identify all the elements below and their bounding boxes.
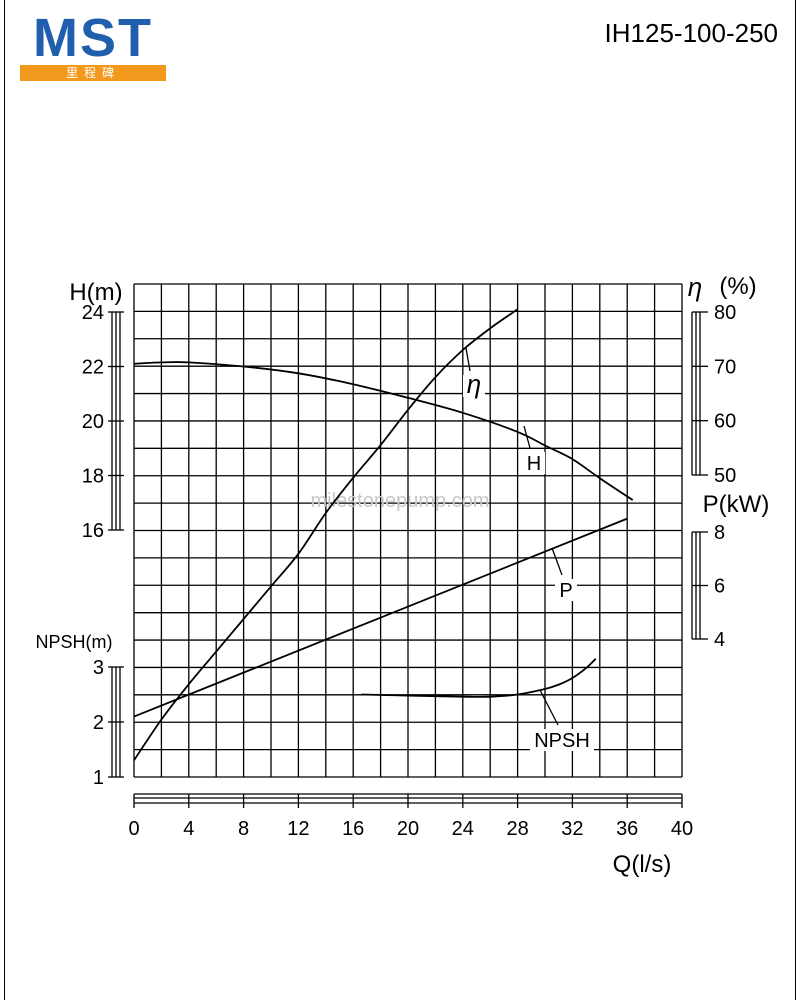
p-axis-title: P(kW) (703, 491, 770, 518)
curve-eta (133, 308, 519, 761)
eta-tick-label: 50 (714, 465, 736, 487)
p-curve-label: P (559, 580, 572, 602)
x-tick-label: 32 (561, 818, 583, 840)
curve-leader-line (551, 547, 563, 576)
pump-model-title: IH125-100-250 (604, 18, 778, 48)
p-tick-label: 8 (714, 522, 725, 544)
x-tick-label: 28 (506, 818, 528, 840)
p-tick-label: 6 (714, 576, 725, 598)
h-curve-label: H (527, 453, 541, 475)
x-tick-label: 20 (397, 818, 419, 840)
npsh-tick-label: 2 (93, 712, 104, 734)
npsh-curve-label: NPSH (534, 730, 590, 752)
h-tick-label: 20 (82, 411, 104, 433)
curve-p (133, 517, 628, 718)
curve-leader-line (465, 347, 471, 372)
x-axis-title: Q(l/s) (613, 851, 672, 878)
curve-label-bg (555, 579, 577, 601)
h-tick-label: 18 (82, 466, 104, 488)
curve-label-bg (463, 375, 485, 397)
eta-curve-label: η (467, 369, 481, 399)
x-tick-label: 12 (287, 818, 309, 840)
npsh-tick-label: 1 (93, 767, 104, 789)
eta-axis (691, 312, 701, 475)
grid-lines (133, 283, 683, 778)
x-tick-label: 40 (671, 818, 693, 840)
x-tick-label: 24 (452, 818, 474, 840)
watermark: milestonepump.com (311, 490, 490, 512)
h-tick-label: 22 (82, 357, 104, 379)
npsh-axis-title: NPSH(m) (36, 632, 113, 652)
x-tick-label: 36 (616, 818, 638, 840)
x-tick-label: 0 (128, 818, 139, 840)
npsh-tick-label: 3 (93, 657, 104, 679)
curve-npsh (361, 658, 597, 698)
eta-tick-label: 70 (714, 356, 736, 378)
p-tick-label: 4 (714, 629, 725, 651)
x-tick-label: 8 (238, 818, 249, 840)
h-axis-title: H(m) (69, 279, 122, 306)
logo-text: MST (33, 8, 153, 68)
eta-tick-label: 60 (714, 411, 736, 433)
x-tick-label: 16 (342, 818, 364, 840)
curve-leader-line (539, 689, 559, 726)
eta-axis-unit: (%) (719, 273, 756, 300)
logo-subtext: 里程碑 (20, 65, 166, 81)
h-tick-label: 24 (82, 302, 104, 324)
curve-h (133, 361, 634, 501)
x-tick-label: 4 (183, 818, 194, 840)
chart-frame (4, 0, 796, 1000)
curve-leader-line (523, 425, 531, 449)
curve-label-bg (530, 729, 594, 751)
curve-label-bg (523, 452, 545, 474)
eta-tick-label: 80 (714, 302, 736, 324)
brand-logo: MST 里程碑 (20, 11, 166, 81)
eta-axis-symbol: η (688, 272, 702, 302)
h-tick-label: 16 (82, 520, 104, 542)
